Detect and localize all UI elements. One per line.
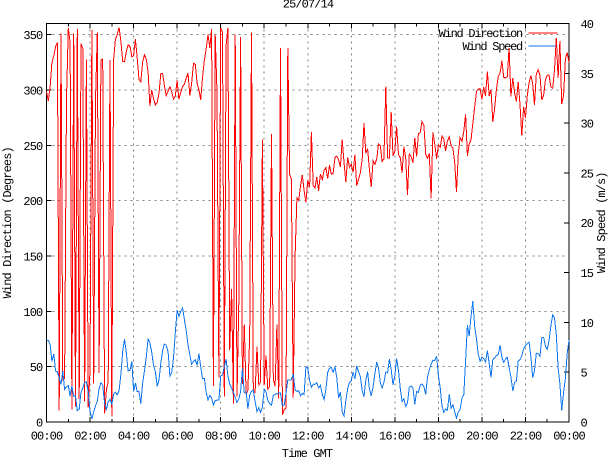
svg-text:350: 350	[23, 29, 43, 43]
svg-text:Wind Direction (Degrees): Wind Direction (Degrees)	[1, 147, 15, 298]
svg-text:06:00: 06:00	[161, 430, 193, 444]
svg-text:35: 35	[581, 68, 594, 82]
svg-text:250: 250	[23, 140, 43, 154]
svg-text:25: 25	[581, 167, 594, 181]
svg-text:200: 200	[23, 195, 43, 209]
svg-text:Time GMT: Time GMT	[282, 447, 333, 459]
svg-text:20:00: 20:00	[466, 430, 498, 444]
svg-text:Wind Speed (m/s): Wind Speed (m/s)	[595, 172, 609, 273]
svg-text:300: 300	[23, 84, 43, 98]
svg-text:10:00: 10:00	[248, 430, 280, 444]
svg-text:00:00: 00:00	[553, 430, 585, 444]
svg-text:50: 50	[30, 361, 43, 375]
svg-text:04:00: 04:00	[118, 430, 150, 444]
svg-text:16:00: 16:00	[379, 430, 411, 444]
svg-text:22:00: 22:00	[510, 430, 542, 444]
svg-text:18:00: 18:00	[423, 430, 455, 444]
svg-text:5: 5	[581, 367, 588, 381]
svg-text:10: 10	[581, 317, 594, 331]
svg-text:00:00: 00:00	[31, 430, 63, 444]
svg-text:Wind Speed: Wind Speed	[462, 40, 523, 54]
svg-text:14:00: 14:00	[336, 430, 368, 444]
svg-text:20: 20	[581, 217, 594, 231]
svg-text:12:00: 12:00	[292, 430, 324, 444]
svg-text:25/07/14: 25/07/14	[283, 0, 334, 12]
svg-text:02:00: 02:00	[74, 430, 106, 444]
svg-text:40: 40	[581, 18, 594, 32]
svg-text:15: 15	[581, 267, 594, 281]
svg-text:100: 100	[23, 306, 43, 320]
svg-text:08:00: 08:00	[205, 430, 237, 444]
svg-text:150: 150	[23, 251, 43, 265]
svg-text:0: 0	[36, 417, 43, 431]
svg-text:0: 0	[581, 417, 588, 431]
svg-text:Wind Direction: Wind Direction	[439, 27, 523, 41]
svg-text:30: 30	[581, 118, 594, 132]
